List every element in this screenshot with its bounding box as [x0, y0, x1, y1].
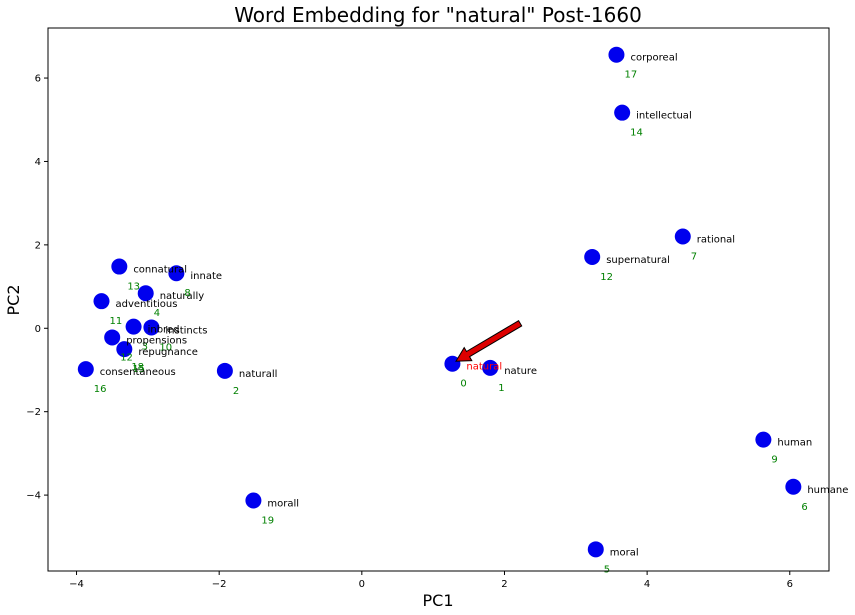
index-label-natural: 0 — [460, 379, 466, 390]
y-tick-label: 0 — [35, 324, 41, 335]
y-axis: −4 −2 0 2 4 6 — [26, 74, 48, 502]
plot-frame — [47, 27, 830, 572]
data-point-innate — [168, 265, 185, 282]
index-label-human: 9 — [771, 455, 777, 466]
word-label-humane: humane — [807, 485, 848, 496]
word-label-corporeal: corporeal — [630, 53, 677, 64]
x-tick-label: 6 — [787, 579, 793, 590]
word-label-nature: nature — [504, 366, 537, 377]
x-tick-label: 4 — [644, 579, 650, 590]
data-point-naturally — [137, 285, 154, 302]
y-axis-label: PC2 — [4, 285, 23, 316]
index-label-naturally: 4 — [154, 308, 160, 319]
y-tick-label: 4 — [35, 157, 41, 168]
word-label-consentaneous: consentaneous — [100, 367, 176, 378]
word-label-intellectual: intellectual — [636, 111, 692, 122]
index-label-repugnance: 15 — [132, 364, 145, 375]
y-tick-label: −4 — [26, 491, 41, 502]
word-label-propensions: propensions — [126, 335, 187, 346]
index-label-rational: 7 — [691, 252, 697, 263]
data-point-rational — [674, 228, 691, 245]
word-label-morall: morall — [267, 499, 299, 510]
points-layer — [77, 46, 802, 558]
index-label-adventitious: 11 — [109, 316, 122, 327]
data-point-instincts — [143, 319, 160, 336]
data-point-adventitious — [93, 293, 110, 310]
data-point-corporeal — [608, 46, 625, 63]
data-point-human — [755, 431, 772, 448]
index-label-morall: 19 — [261, 516, 274, 527]
y-tick-label: 2 — [35, 240, 41, 251]
word-label-natural: natural — [466, 362, 502, 373]
data-point-naturall — [216, 362, 233, 379]
data-point-morall — [245, 492, 262, 509]
index-label-consentaneous: 16 — [94, 384, 107, 395]
index-label-propensions: 12 — [120, 352, 133, 363]
word-label-naturall: naturall — [239, 369, 278, 380]
index-label-humane: 6 — [801, 502, 807, 513]
data-point-supernatural — [584, 248, 601, 265]
word-label-repugnance: repugnance — [138, 347, 198, 358]
y-tick-label: 6 — [35, 74, 41, 85]
word-label-moral: moral — [610, 547, 639, 558]
data-point-propensions — [104, 329, 121, 346]
y-tick-label: −2 — [26, 407, 41, 418]
x-tick-label: 0 — [359, 579, 365, 590]
index-label-supernatural: 12 — [600, 272, 613, 283]
index-label-nature: 1 — [498, 383, 504, 394]
index-label-inbred: 3 — [142, 342, 148, 353]
word-label-supernatural: supernatural — [606, 255, 670, 266]
word-label-inbred: inbred — [148, 325, 180, 336]
arrow-layer — [455, 320, 523, 362]
index-label-corporeal: 17 — [624, 70, 637, 81]
chart-title: Word Embedding for "natural" Post-1660 — [234, 3, 642, 27]
index-label-intellectual: 14 — [630, 128, 643, 139]
index-label-extra: 18 — [131, 362, 144, 373]
data-point-connatural — [111, 258, 128, 275]
x-tick-label: 2 — [501, 579, 507, 590]
data-point-repugnance — [116, 341, 133, 358]
word-label-innate: innate — [190, 271, 222, 282]
pointer-arrow — [455, 320, 523, 362]
word-label-adventitious: adventitious — [115, 299, 177, 310]
data-point-consentaneous — [77, 361, 94, 378]
index-label-naturall: 2 — [233, 386, 239, 397]
word-label-naturally: naturally — [160, 291, 205, 302]
index-label-innate: 8 — [184, 288, 190, 299]
x-axis: −4 −2 0 2 4 6 — [69, 571, 793, 590]
word-label-connatural: connatural — [133, 265, 187, 276]
index-label-connatural: 13 — [127, 282, 140, 293]
x-tick-label: −2 — [212, 579, 227, 590]
data-point-inbred — [125, 318, 142, 335]
x-axis-label: PC1 — [423, 591, 454, 610]
x-tick-label: −4 — [69, 579, 84, 590]
word-label-instincts: instincts — [165, 325, 207, 336]
data-point-nature — [482, 359, 499, 376]
index-label-moral: 5 — [604, 564, 610, 575]
word-label-rational: rational — [697, 235, 735, 246]
word-label-human: human — [777, 438, 812, 449]
data-point-humane — [785, 478, 802, 495]
index-label-instincts: 10 — [159, 342, 172, 353]
data-point-moral — [587, 541, 604, 558]
data-point-intellectual — [614, 104, 631, 121]
